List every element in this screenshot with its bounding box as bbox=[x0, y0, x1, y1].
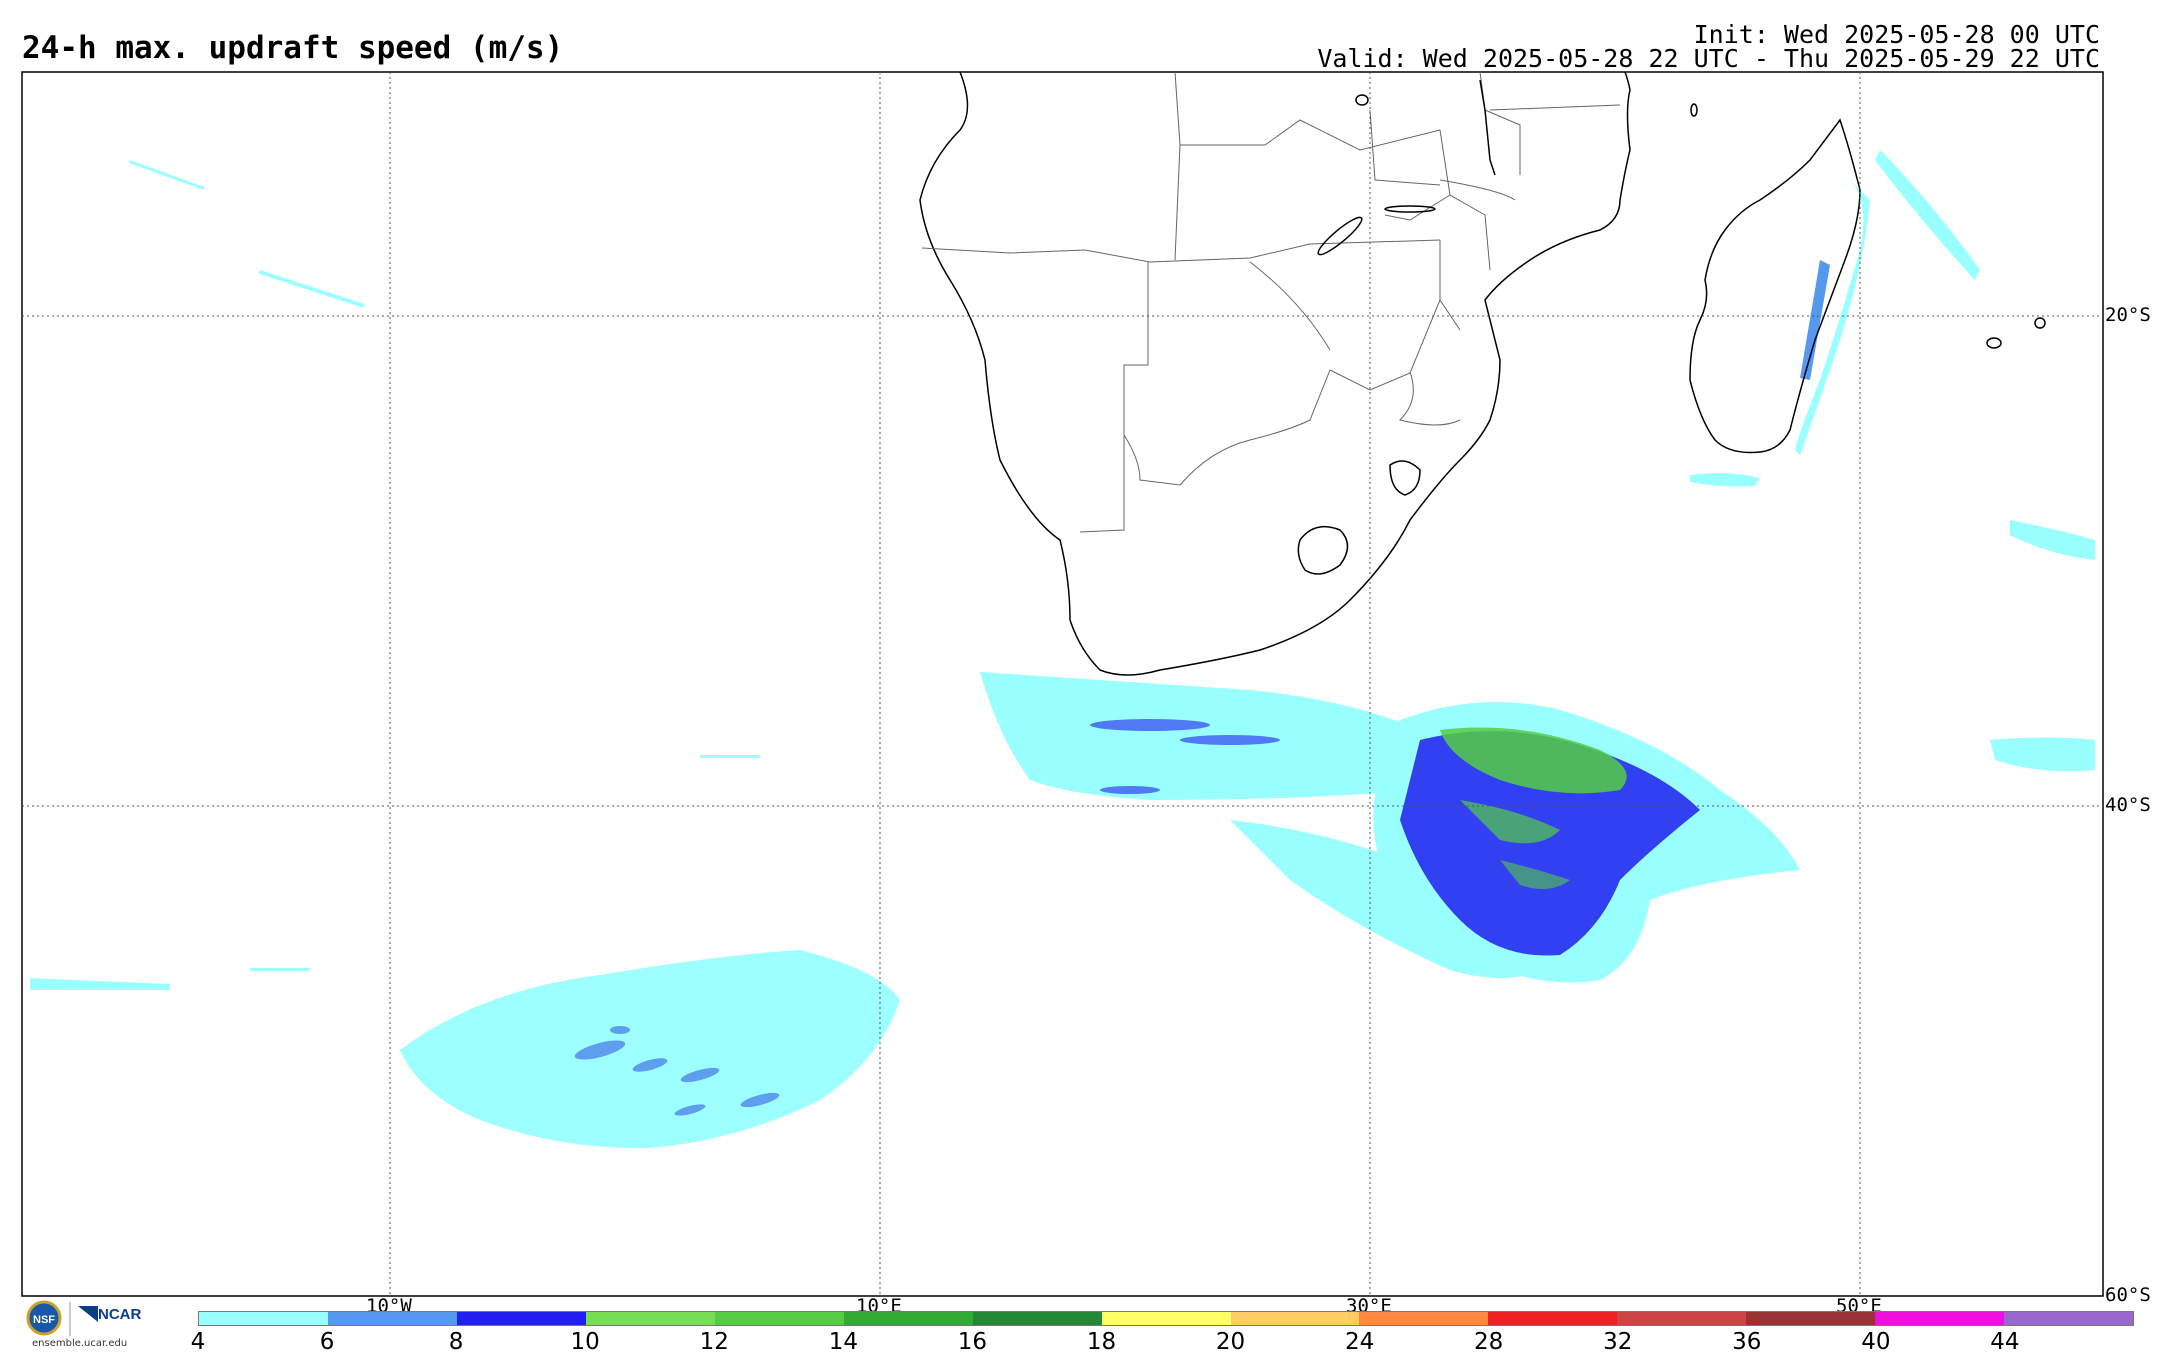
colorbar-tick-label: 4 bbox=[190, 1329, 206, 1355]
colorbar-segment bbox=[199, 1312, 328, 1325]
map-frame bbox=[21, 71, 2104, 1297]
colorbar-tick-label: 32 bbox=[1603, 1329, 1633, 1355]
init-time: Init: Wed 2025-05-28 00 UTC bbox=[1693, 20, 2100, 49]
ncar-logo-icon bbox=[78, 1306, 98, 1322]
nsf-text: NSF bbox=[33, 1314, 55, 1326]
colorbar-segment bbox=[1359, 1312, 1489, 1325]
lakes bbox=[1297, 79, 1496, 575]
colorbar-tick-label: 6 bbox=[319, 1329, 335, 1355]
colorbar-segment bbox=[1746, 1312, 1876, 1325]
colorbar bbox=[198, 1311, 2134, 1326]
colorbar-tick-label: 10 bbox=[570, 1329, 600, 1355]
updraft-field-southeast bbox=[1373, 702, 1800, 983]
colorbar-tick-label: 28 bbox=[1474, 1329, 1504, 1355]
nsf-logo-icon bbox=[26, 1300, 62, 1336]
colorbar-segment bbox=[585, 1312, 715, 1325]
colorbar-tick-label: 12 bbox=[699, 1329, 729, 1355]
colorbar-tick-label: 16 bbox=[957, 1329, 988, 1355]
colorbar-segment bbox=[1488, 1312, 1618, 1325]
colorbar-tick-label: 14 bbox=[828, 1329, 858, 1355]
colorbar-segment bbox=[972, 1312, 1102, 1325]
coastlines bbox=[919, 71, 2046, 676]
colorbar-segment bbox=[2004, 1312, 2134, 1325]
colorbar-segment bbox=[1101, 1312, 1231, 1325]
valid-time: Valid: Wed 2025-05-28 22 UTC - Thu 2025-… bbox=[1317, 44, 2100, 73]
colorbar-segment bbox=[1230, 1312, 1360, 1325]
colorbar-segment bbox=[1617, 1312, 1747, 1325]
colorbar-tick-label: 40 bbox=[1861, 1329, 1891, 1355]
ncar-label: NCAR bbox=[98, 1306, 142, 1323]
updraft-field-madagascar bbox=[1690, 150, 2095, 772]
graticule bbox=[22, 72, 2103, 1296]
colorbar-segment bbox=[456, 1312, 586, 1325]
colorbar-segment bbox=[714, 1312, 844, 1325]
lat-label-60s: 60°S bbox=[2105, 1284, 2151, 1306]
updraft-field-southwest bbox=[30, 950, 900, 1149]
colorbar-tick-label: 44 bbox=[1990, 1329, 2020, 1355]
country-borders bbox=[921, 71, 1621, 533]
colorbar-segment bbox=[843, 1312, 973, 1325]
lat-label-20s: 20°S bbox=[2105, 304, 2151, 326]
lat-label-40s: 40°S bbox=[2105, 794, 2151, 816]
colorbar-segment bbox=[1875, 1312, 2005, 1325]
colorbar-tick-label: 20 bbox=[1215, 1329, 1246, 1355]
logo-url: ensemble.ucar.edu bbox=[32, 1338, 128, 1349]
colorbar-tick-label: 36 bbox=[1732, 1329, 1762, 1355]
nsf-logo: NSF bbox=[26, 1300, 98, 1336]
colorbar-tick-label: 24 bbox=[1344, 1329, 1375, 1355]
colorbar-segment bbox=[327, 1312, 457, 1325]
map-title: 24-h max. updraft speed (m/s) bbox=[22, 30, 564, 66]
colorbar-tick-label: 8 bbox=[448, 1329, 464, 1355]
updraft-speckles bbox=[128, 159, 760, 971]
colorbar-tick-label: 18 bbox=[1086, 1329, 1117, 1355]
